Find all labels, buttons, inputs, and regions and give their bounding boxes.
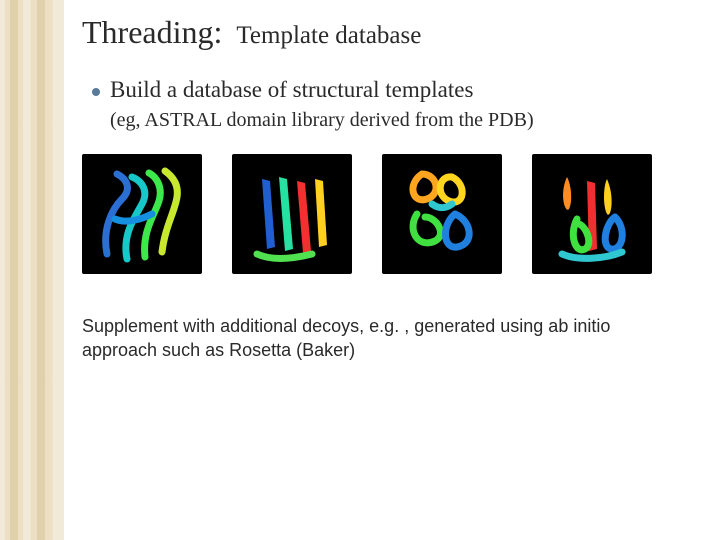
protein-structure-2 <box>232 154 352 274</box>
title-main: Threading: <box>82 14 222 51</box>
subline-text: (eg, ASTRAL domain library derived from … <box>110 109 702 132</box>
bullet-row: Build a database of structural templates <box>92 77 702 103</box>
protein-structure-3 <box>382 154 502 274</box>
decorative-stripe <box>0 0 64 540</box>
protein-structure-1 <box>82 154 202 274</box>
supplement-text: Supplement with additional decoys, e.g. … <box>82 314 622 363</box>
slide-content: Threading: Template database Build a dat… <box>82 14 702 363</box>
bullet-text: Build a database of structural templates <box>110 77 473 103</box>
protein-structure-4 <box>532 154 652 274</box>
bullet-icon <box>92 88 100 96</box>
protein-image-row <box>82 154 702 274</box>
title-sub: Template database <box>236 22 421 50</box>
title-row: Threading: Template database <box>82 14 702 51</box>
